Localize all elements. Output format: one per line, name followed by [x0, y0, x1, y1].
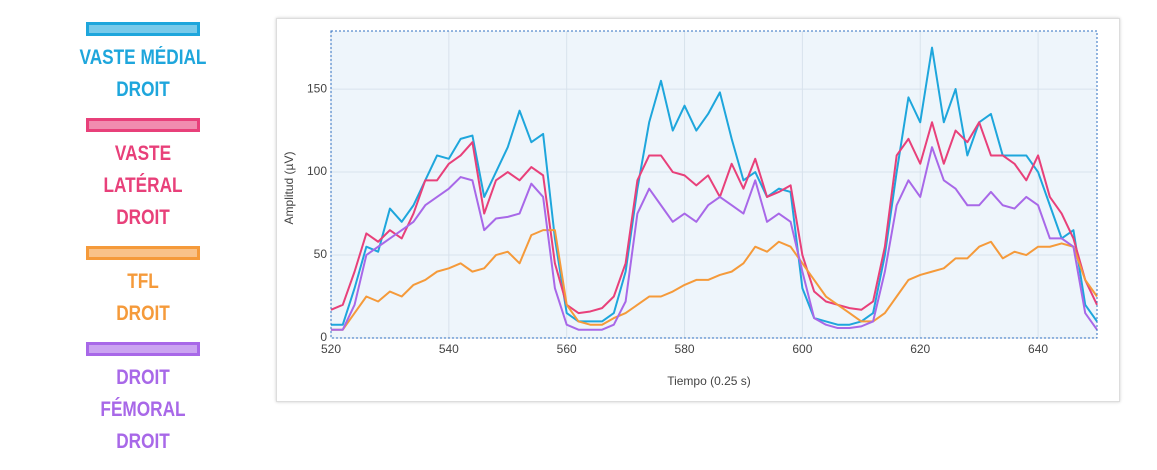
y-axis-label: Amplitud (µV) [282, 152, 296, 225]
legend-swatch [86, 118, 200, 132]
series-line [331, 146, 1098, 331]
series-line [331, 229, 1098, 331]
x-axis-label: Tiempo (0.25 s) [667, 374, 751, 388]
y-tick-label: 50 [314, 247, 328, 261]
x-tick-label: 620 [910, 342, 930, 356]
chart-panel [276, 18, 1120, 402]
x-tick-label: 560 [557, 342, 577, 356]
series-line [330, 121, 1098, 315]
legend-label: DROIT FÉMORAL DROIT [100, 366, 186, 453]
page: VASTE MÉDIAL DROIT VASTE LATÉRAL DROIT TFL… [79, 18, 1120, 453]
legend-entry: VASTE LATÉRAL DROIT [60, 118, 226, 234]
series-line [331, 46, 1098, 326]
legend-entry: TFL DROIT [60, 246, 226, 330]
legend-label: VASTE MÉDIAL DROIT [79, 46, 207, 101]
legend-label: VASTE LATÉRAL DROIT [103, 142, 183, 229]
legend-swatch [86, 342, 200, 356]
plot-border [330, 30, 1098, 339]
x-tick-label: 600 [792, 342, 812, 356]
legend-entry: VASTE MÉDIAL DROIT [60, 22, 226, 106]
legend-swatch [86, 22, 200, 36]
y-tick-label: 0 [320, 330, 327, 344]
x-tick-label: 520 [321, 342, 341, 356]
legend-swatch [86, 246, 200, 260]
legend-entry: DROIT FÉMORAL DROIT [60, 342, 226, 458]
y-tick-label: 100 [307, 164, 327, 178]
legend-label: TFL DROIT [116, 270, 170, 325]
x-tick-label: 540 [439, 342, 459, 356]
x-tick-label: 580 [675, 342, 695, 356]
chart: Amplitud (µV) Tiempo (0.25 s) 0 50 100 150 5… [282, 30, 1098, 388]
x-tick-label: 640 [1028, 342, 1048, 356]
legend: VASTE MÉDIAL DROIT VASTE LATÉRAL DROIT TFL… [60, 22, 226, 470]
y-tick-label: 150 [307, 81, 327, 95]
